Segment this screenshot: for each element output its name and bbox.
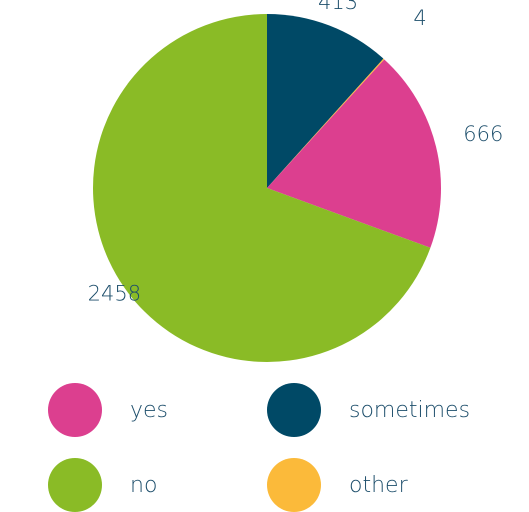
legend-swatch-yes — [48, 383, 102, 437]
legend-swatch-no — [48, 458, 102, 512]
legend-swatch-other — [267, 458, 321, 512]
legend-label-other: other — [349, 472, 408, 498]
legend-item-no: no — [48, 458, 157, 512]
legend-label-sometimes: sometimes — [349, 397, 471, 423]
data-label-other: 4 — [413, 6, 426, 30]
data-label-yes: 666 — [463, 122, 503, 146]
legend-item-yes: yes — [48, 383, 168, 437]
pie-chart: 413 4 666 2458 — [88, 0, 503, 362]
pie-slice-sometimes — [267, 14, 384, 188]
data-label-no: 2458 — [88, 282, 141, 306]
legend-label-yes: yes — [130, 397, 169, 423]
data-label-sometimes: 413 — [318, 0, 358, 14]
legend-item-other: other — [267, 458, 408, 512]
legend-swatch-sometimes — [267, 383, 321, 437]
legend-item-sometimes: sometimes — [267, 383, 470, 437]
pie-slice-other — [267, 58, 385, 188]
pie-slice-yes — [267, 59, 441, 248]
pie-slice-no — [92, 13, 431, 362]
legend-label-no: no — [130, 472, 158, 498]
